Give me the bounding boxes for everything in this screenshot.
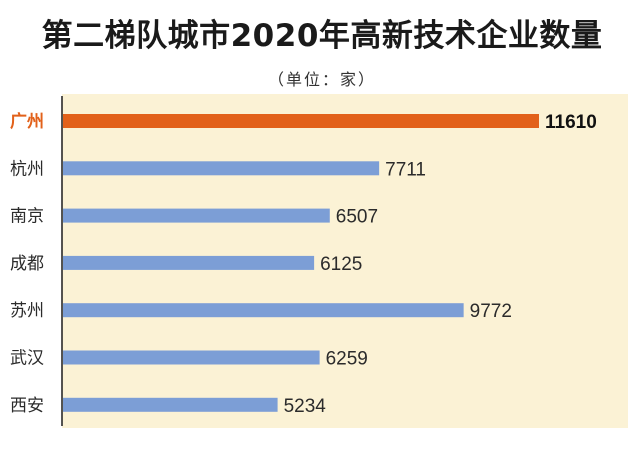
value-label-1: 7711 [385,159,426,180]
category-label-4: 苏州 [10,301,44,321]
category-label-5: 武汉 [10,349,44,369]
bar-0 [63,114,539,128]
category-label-0: 广州 [10,111,44,132]
bars-layer: 广州 11610 杭州 7711 南京 6507 成都 6125 苏州 9772 武汉 6259 西安 5… [10,111,597,417]
chart-subtitle: （单位：家） [267,70,376,89]
bar-4 [63,303,464,318]
category-label-3: 成都 [10,254,44,274]
category-label-2: 南京 [10,207,44,227]
value-label-3: 6125 [320,254,362,275]
bar-6 [63,397,278,412]
bar-5 [63,350,320,365]
value-label-0: 11610 [545,112,597,133]
value-label-4: 9772 [470,301,512,322]
bar-1 [63,161,380,176]
category-label-1: 杭州 [10,159,44,179]
value-label-6: 5234 [284,396,327,417]
bar-2 [63,208,330,223]
value-label-2: 6507 [336,207,378,228]
bar-3 [63,255,315,270]
chart-title: 第二梯队城市2020年高新技术企业数量 [41,18,603,54]
category-label-6: 西安 [10,396,44,416]
value-label-5: 6259 [326,349,368,370]
